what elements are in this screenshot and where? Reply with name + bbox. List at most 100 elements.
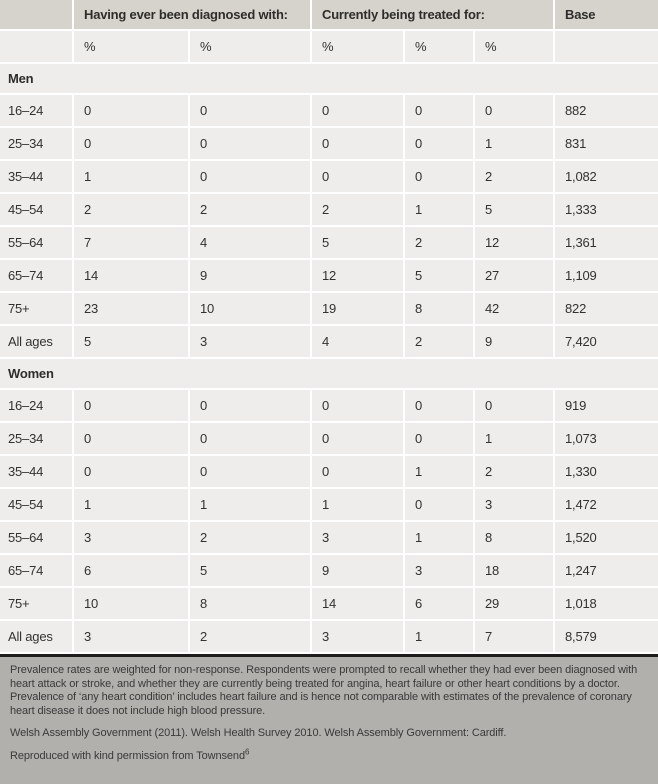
- percent-value: 0: [312, 161, 405, 194]
- percent-value: 9: [312, 555, 405, 588]
- data-row: 45–54 1 1 1 0 3 1,472: [0, 489, 658, 522]
- percent-value: 3: [405, 555, 475, 588]
- base-value: 7,420: [555, 326, 658, 359]
- percent-value: 0: [475, 390, 556, 423]
- empty-cell: [555, 31, 658, 64]
- percent-value: 14: [312, 588, 405, 621]
- age-label: 75+: [0, 588, 74, 621]
- base-value: 1,082: [555, 161, 658, 194]
- percent-value: 8: [475, 522, 556, 555]
- age-label: 25–34: [0, 423, 74, 456]
- age-label: 75+: [0, 293, 74, 326]
- percent-value: 2: [190, 621, 312, 654]
- percent-value: 0: [312, 423, 405, 456]
- section-row-women: Women: [0, 359, 658, 390]
- percent-value: 5: [74, 326, 190, 359]
- data-row: 35–44 0 0 0 1 2 1,330: [0, 456, 658, 489]
- data-row: 55–64 7 4 5 2 12 1,361: [0, 227, 658, 260]
- percent-value: 9: [475, 326, 556, 359]
- percent-value: 19: [312, 293, 405, 326]
- age-label: 35–44: [0, 456, 74, 489]
- percent-value: 0: [405, 390, 475, 423]
- percent-value: 2: [190, 194, 312, 227]
- percent-value: 8: [405, 293, 475, 326]
- data-row: 75+ 23 10 19 8 42 822: [0, 293, 658, 326]
- percent-value: 0: [312, 390, 405, 423]
- age-label: 45–54: [0, 489, 74, 522]
- percent-value: 2: [312, 194, 405, 227]
- percent-value: 3: [74, 621, 190, 654]
- percent-value: 7: [475, 621, 556, 654]
- percent-value: 5: [405, 260, 475, 293]
- age-label: 45–54: [0, 194, 74, 227]
- source-citation: Welsh Assembly Government (2011). Welsh …: [10, 727, 507, 739]
- percent-value: 29: [475, 588, 556, 621]
- percent-value: 0: [74, 423, 190, 456]
- data-row: 16–24 0 0 0 0 0 882: [0, 95, 658, 128]
- percent-value: 1: [405, 522, 475, 555]
- age-label: 16–24: [0, 95, 74, 128]
- base-value: 8,579: [555, 621, 658, 654]
- percent-value: 0: [190, 95, 312, 128]
- percent-value: 10: [190, 293, 312, 326]
- age-label: 55–64: [0, 522, 74, 555]
- percent-header: %: [190, 31, 312, 64]
- percent-value: 1: [405, 456, 475, 489]
- percent-header: %: [405, 31, 475, 64]
- data-row: 75+ 10 8 14 6 29 1,018: [0, 588, 658, 621]
- percent-value: 8: [190, 588, 312, 621]
- percent-value: 1: [475, 423, 556, 456]
- base-value: 1,472: [555, 489, 658, 522]
- percent-value: 0: [190, 161, 312, 194]
- percent-value: 23: [74, 293, 190, 326]
- percent-value: 0: [74, 390, 190, 423]
- footnote-text: Prevalence rates are weighted for non-re…: [10, 664, 638, 717]
- percent-value: 1: [74, 161, 190, 194]
- percent-value: 2: [74, 194, 190, 227]
- percent-value: 2: [405, 326, 475, 359]
- percent-value: 18: [475, 555, 556, 588]
- base-column-header: Base: [555, 0, 658, 31]
- data-row: 35–44 1 0 0 0 2 1,082: [0, 161, 658, 194]
- percent-value: 1: [475, 128, 556, 161]
- data-row: 55–64 3 2 3 1 8 1,520: [0, 522, 658, 555]
- base-value: 822: [555, 293, 658, 326]
- age-label: 16–24: [0, 390, 74, 423]
- diagnosed-group-header: Having ever been diagnosed with:: [74, 0, 312, 31]
- percent-value: 0: [475, 95, 556, 128]
- percent-value: 3: [190, 326, 312, 359]
- percent-value: 0: [405, 95, 475, 128]
- age-label: 65–74: [0, 555, 74, 588]
- percent-value: 0: [312, 95, 405, 128]
- percent-value: 0: [405, 489, 475, 522]
- percent-value: 10: [74, 588, 190, 621]
- percent-value: 1: [312, 489, 405, 522]
- percent-value: 12: [312, 260, 405, 293]
- percent-value: 4: [312, 326, 405, 359]
- percent-value: 42: [475, 293, 556, 326]
- base-value: 1,520: [555, 522, 658, 555]
- base-value: 919: [555, 390, 658, 423]
- percent-value: 3: [74, 522, 190, 555]
- percent-value: 0: [405, 161, 475, 194]
- reference-superscript: 6: [244, 746, 250, 756]
- table-footnote-area: Prevalence rates are weighted for non-re…: [0, 654, 658, 784]
- percent-value: 3: [475, 489, 556, 522]
- age-label: 65–74: [0, 260, 74, 293]
- age-label: All ages: [0, 326, 74, 359]
- percent-value: 0: [190, 423, 312, 456]
- base-value: 1,333: [555, 194, 658, 227]
- percent-value: 6: [405, 588, 475, 621]
- data-row: All ages 5 3 4 2 9 7,420: [0, 326, 658, 359]
- base-value: 1,247: [555, 555, 658, 588]
- percent-value: 5: [475, 194, 556, 227]
- percent-value: 0: [405, 423, 475, 456]
- age-label: 35–44: [0, 161, 74, 194]
- percent-header: %: [74, 31, 190, 64]
- percent-value: 3: [312, 522, 405, 555]
- percent-header-row: % % % % %: [0, 31, 658, 64]
- base-value: 1,018: [555, 588, 658, 621]
- section-row-men: Men: [0, 64, 658, 95]
- percent-value: 14: [74, 260, 190, 293]
